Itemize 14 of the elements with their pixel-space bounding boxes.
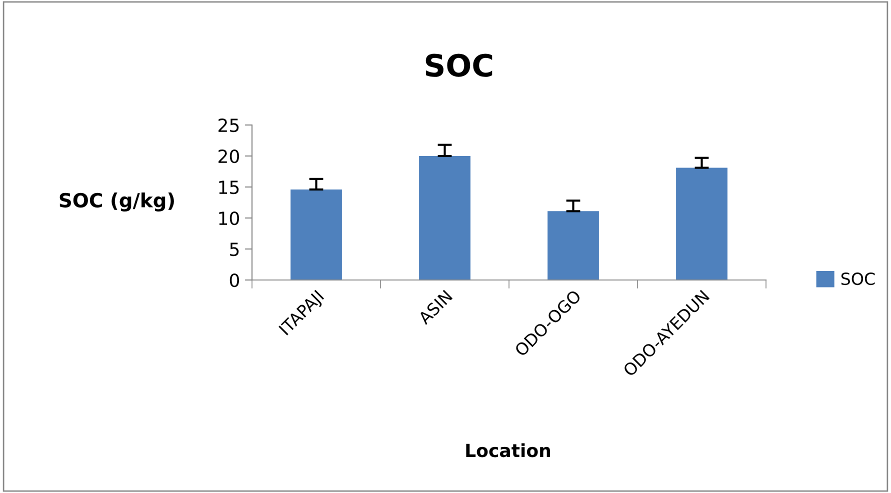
bar (676, 168, 728, 280)
y-axis-title: SOC (g/kg) (60, 192, 174, 212)
y-tick-label: 0 (230, 273, 239, 288)
chart-title: SOC (426, 54, 492, 77)
x-axis-title: Location (466, 443, 550, 458)
legend-label: SOC (841, 272, 875, 286)
y-tick-label: 10 (219, 211, 239, 226)
y-tick-label: 5 (230, 242, 239, 256)
bar (290, 189, 342, 280)
y-tick-label: 20 (218, 149, 239, 164)
y-tick-label: 15 (219, 180, 239, 194)
bar (548, 211, 599, 280)
bar (419, 156, 470, 280)
y-tick-label: 25 (218, 118, 239, 132)
